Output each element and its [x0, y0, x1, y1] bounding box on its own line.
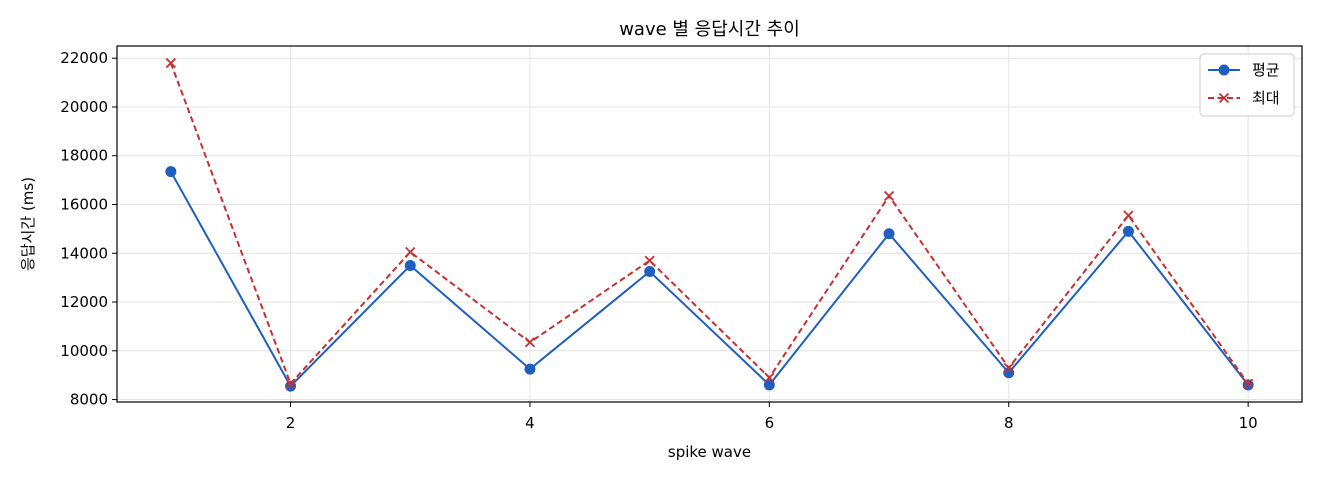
- series-line: [169, 171, 1249, 388]
- y-tick-label: 16000: [60, 195, 108, 213]
- plot-frame: [116, 45, 1303, 403]
- y-tick-label: 22000: [60, 49, 108, 67]
- legend-label: 최대: [1252, 89, 1280, 107]
- legend-item: 평균: [1208, 61, 1280, 79]
- data-point: [285, 380, 297, 392]
- data-point: [1123, 210, 1134, 221]
- data-point: [764, 372, 775, 383]
- data-point: [763, 379, 775, 391]
- data-point: [1242, 378, 1254, 389]
- x-tick-label: 2: [286, 414, 296, 432]
- series-line: [169, 62, 1249, 386]
- y-tick-label: 18000: [60, 147, 108, 165]
- data-point: [644, 266, 656, 278]
- data-point: [883, 190, 895, 202]
- data-point: [644, 255, 655, 266]
- data-point: [524, 337, 536, 348]
- y-tick-label: 14000: [60, 244, 108, 262]
- y-tick-label: 10000: [60, 342, 108, 360]
- x-tick-label: 6: [765, 414, 775, 432]
- legend-item: 최대: [1208, 89, 1280, 107]
- data-point: [883, 228, 895, 240]
- data-point: [524, 363, 536, 375]
- y-tick-label: 8000: [70, 391, 108, 409]
- chart-title: wave 별 응답시간 추이: [619, 19, 800, 40]
- grid: [117, 46, 1302, 402]
- data-point: [165, 166, 177, 178]
- legend-marker: [1218, 92, 1230, 104]
- legend-marker: [1218, 64, 1230, 76]
- x-axis-label: spike wave: [668, 443, 751, 461]
- x-tick-label: 8: [1004, 414, 1014, 432]
- series-1: [165, 166, 1254, 392]
- x-tick-label: 10: [1239, 414, 1258, 432]
- data-point: [1003, 362, 1014, 373]
- y-axis-label: 응답시간 (ms): [19, 177, 37, 271]
- data-point: [405, 246, 416, 258]
- y-tick-label: 20000: [60, 98, 108, 116]
- data-point: [165, 57, 177, 69]
- x-tick-label: 4: [525, 414, 535, 432]
- series-layer: [165, 57, 1254, 392]
- y-tick-label: 12000: [60, 293, 108, 311]
- legend-box: [1199, 53, 1295, 117]
- data-point: [1122, 225, 1134, 237]
- data-point: [404, 259, 416, 271]
- data-point: [285, 378, 296, 389]
- ticks: 2 4 6 8 10 8000 10000 12000 14000 16000 18000 20000…: [60, 49, 1257, 432]
- series-2: [165, 57, 1254, 389]
- legend-label: 평균: [1252, 61, 1280, 79]
